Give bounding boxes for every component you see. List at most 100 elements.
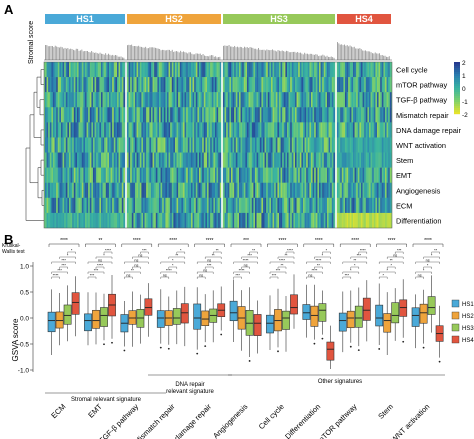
heatmap-cell bbox=[85, 77, 87, 93]
heatmap-cell bbox=[218, 197, 220, 214]
heatmap-cell bbox=[186, 212, 188, 229]
heatmap-cell bbox=[207, 212, 209, 229]
heatmap-cell bbox=[176, 152, 179, 168]
stromal-bar bbox=[362, 50, 364, 60]
heatmap-cell bbox=[331, 137, 334, 153]
heatmap-cell bbox=[157, 92, 160, 108]
heatmap-cell bbox=[240, 182, 243, 198]
heatmap-cell bbox=[202, 182, 204, 198]
heatmap-cell bbox=[341, 182, 344, 198]
heatmap-cell bbox=[86, 182, 89, 198]
heatmap-cell bbox=[144, 107, 147, 123]
heatmap-cell bbox=[306, 167, 308, 183]
heatmap-cell bbox=[178, 152, 180, 168]
heatmap-cell bbox=[231, 152, 233, 168]
heatmap-cell bbox=[389, 152, 392, 168]
heatmap-cell bbox=[351, 122, 354, 138]
heatmap-cell bbox=[80, 107, 82, 123]
heatmap-cell bbox=[189, 77, 192, 93]
heatmap-cell bbox=[131, 77, 134, 93]
heatmap-cell bbox=[96, 92, 98, 108]
heatmap-cell bbox=[135, 152, 137, 168]
heatmap-cell bbox=[49, 137, 52, 153]
heatmap-cell bbox=[361, 62, 363, 78]
heatmap-cell bbox=[170, 137, 172, 153]
heatmap-cell bbox=[377, 137, 379, 153]
stromal-bar bbox=[119, 56, 121, 60]
heatmap-cell bbox=[314, 62, 316, 78]
heatmap-cell bbox=[195, 137, 198, 153]
heatmap-cell bbox=[328, 152, 331, 168]
heatmap-cell bbox=[315, 137, 318, 153]
stromal-bar bbox=[322, 54, 324, 60]
heatmap-cell bbox=[96, 152, 98, 168]
heatmap-cell bbox=[377, 167, 379, 183]
heatmap-cell bbox=[312, 182, 315, 198]
stromal-bar bbox=[170, 51, 172, 60]
heatmap-cell bbox=[245, 107, 248, 123]
heatmap-cell bbox=[115, 77, 118, 93]
heatmap-cell bbox=[303, 77, 305, 93]
heatmap-cell bbox=[131, 122, 134, 138]
heatmap-cell bbox=[86, 62, 89, 78]
heatmap-cell bbox=[274, 152, 276, 168]
heatmap-cell bbox=[239, 107, 241, 123]
stromal-bar bbox=[134, 46, 135, 60]
heatmap-cell bbox=[227, 77, 230, 93]
stromal-bar bbox=[177, 51, 179, 60]
heatmap-cell bbox=[272, 152, 275, 168]
heatmap-cell bbox=[261, 77, 264, 93]
heatmap-cell bbox=[357, 77, 360, 93]
heatmap-cell bbox=[341, 77, 344, 93]
heatmap-cell bbox=[72, 107, 74, 123]
heatmap-cell bbox=[218, 137, 220, 153]
heatmap-cell bbox=[343, 77, 346, 93]
heatmap-border bbox=[43, 61, 393, 229]
heatmap-cell bbox=[207, 122, 209, 138]
heatmap-cell bbox=[213, 182, 216, 198]
heatmap-cell bbox=[139, 197, 142, 214]
heatmap-cell bbox=[53, 182, 55, 198]
stromal-bar bbox=[219, 56, 221, 60]
heatmap-cell bbox=[229, 92, 232, 108]
heatmap-cell bbox=[205, 107, 208, 123]
heatmap-cell bbox=[223, 197, 225, 214]
heatmap-cell bbox=[102, 152, 105, 168]
heatmap-cell bbox=[312, 152, 315, 168]
pairwise-bracket bbox=[241, 256, 258, 259]
heatmap-cell bbox=[372, 197, 374, 214]
heatmap-cell bbox=[70, 77, 73, 93]
heatmap-cell bbox=[162, 77, 164, 93]
heatmap-cell bbox=[247, 152, 249, 168]
pairwise-mark: *** bbox=[61, 263, 66, 267]
heatmap-cell bbox=[298, 107, 300, 123]
stromal-bar bbox=[208, 56, 210, 60]
heatmap-row-label: Stem bbox=[396, 156, 413, 165]
stromal-bar bbox=[148, 48, 149, 60]
stromal-bar bbox=[286, 50, 287, 60]
pairwise-mark: * bbox=[71, 248, 73, 252]
heatmap-cell bbox=[199, 152, 201, 168]
heatmap-cell bbox=[159, 212, 161, 229]
heatmap-cell bbox=[386, 122, 389, 138]
box-hs4 bbox=[362, 297, 371, 321]
heatmap-cell bbox=[64, 62, 66, 78]
heatmap-cell bbox=[345, 62, 347, 78]
heatmap-cell bbox=[343, 182, 346, 198]
heatmap-cell bbox=[133, 197, 136, 214]
heatmap-cell bbox=[107, 212, 110, 229]
heatmap-cell bbox=[184, 62, 187, 78]
heatmap-cell bbox=[354, 77, 357, 93]
heatmap-cell bbox=[227, 197, 230, 214]
heatmap-cell bbox=[229, 152, 232, 168]
heatmap-cell bbox=[340, 212, 342, 229]
heatmap-cell bbox=[317, 137, 320, 153]
heatmap-cell bbox=[343, 122, 346, 138]
heatmap-cell bbox=[275, 137, 278, 153]
heatmap-cell bbox=[309, 167, 312, 183]
heatmap-cell bbox=[250, 197, 252, 214]
heatmap-cell bbox=[263, 212, 265, 229]
heatmap-cell bbox=[388, 122, 390, 138]
stromal-bar bbox=[284, 51, 286, 60]
kruskal-bracket bbox=[194, 243, 225, 247]
